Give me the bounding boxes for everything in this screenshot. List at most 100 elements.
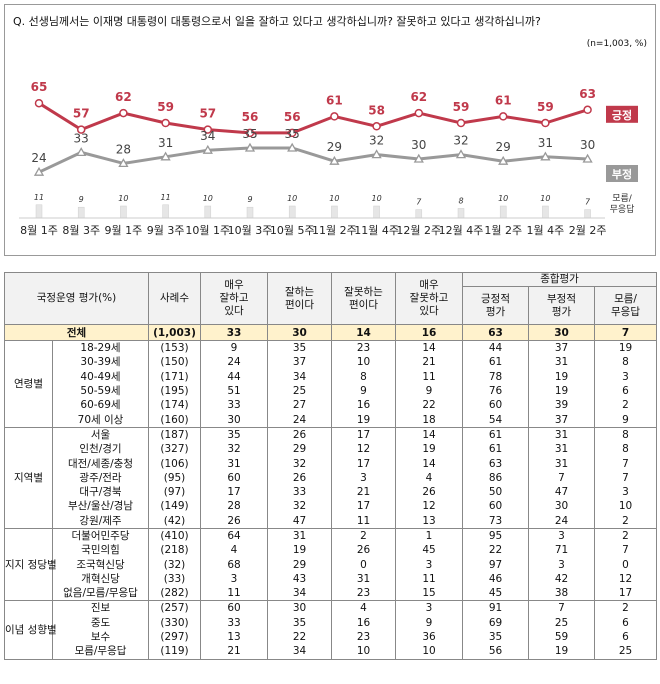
header-very-bad: 매우 잘못하고 있다 [395,272,463,325]
row-value: 2 [593,600,658,616]
row-n: (195) [148,383,201,399]
row-value: 19 [528,644,595,660]
negative-value-label: 32 [453,134,468,148]
table-row: 60-69세 (174) 33 27 16 22 60 39 2 [5,398,658,413]
row-n: (282) [148,586,201,601]
row-value: 21 [200,644,268,660]
dk-bar [457,208,465,219]
row-n: (171) [148,369,201,384]
row-value: 18 [395,412,463,428]
negative-line [38,146,588,174]
row-value: 30 [267,324,332,341]
row-value: 36 [395,629,463,645]
row-value: 17 [200,484,268,500]
positive-point [287,128,297,138]
row-n: (218) [148,543,201,558]
row-value: 11 [200,586,268,601]
table-row: 지역별 서울 (187) 35 26 17 14 61 31 8 [4,426,658,529]
total-row: 전체 (1,003) 33 30 14 16 63 30 7 [4,324,658,341]
row-value: 25 [593,644,658,660]
table-row: 30-39세 (150) 24 37 10 21 61 31 8 [5,355,658,370]
x-tick-label: 11월 2주 [312,224,357,237]
positive-value-label: 62 [410,90,427,104]
row-value: 45 [395,543,463,558]
negative-value-label: 29 [327,140,342,154]
negative-value-label: 32 [369,134,384,148]
row-value: 9 [331,383,396,399]
row-n: (160) [148,412,201,428]
row-value: 16 [395,324,463,341]
negative-value-label: 34 [200,129,215,143]
row-value: 10 [331,644,396,660]
row-value: 14 [395,340,463,356]
row-value: 68 [200,557,268,572]
positive-point [76,125,86,134]
row-value: 11 [395,571,463,587]
row-value: 28 [200,499,268,514]
row-n: (1,003) [148,324,201,341]
positive-point [372,122,381,131]
row-n: (106) [148,456,201,471]
negative-value-label: 35 [285,127,300,141]
row-value: 3 [200,571,268,587]
negative-point [244,142,256,152]
negative-point [329,155,340,165]
row-value: 46 [462,571,529,587]
negative-point [371,149,382,159]
negative-point [76,147,87,157]
row-label: 국민의힘 [52,543,149,558]
negative-legend-swatch [606,165,638,182]
header-label: 국정운영 평가(%) [4,272,149,325]
header-positive: 긍정적 평가 [462,286,529,325]
row-value: 15 [395,586,463,601]
row-value: 12 [331,442,396,457]
table-row: 강원/제주 (42) 26 47 11 13 73 24 2 [5,513,658,529]
row-value: 16 [331,615,396,630]
results-table: 국정운영 평가(%) 사례수 매우 잘하고 있다 잘하는 편이다 잘못하는 편이… [4,272,658,660]
positive-value-label: 58 [368,103,385,117]
row-value: 30 [528,324,595,341]
row-value: 3 [528,527,595,544]
negative-value-label: 28 [116,142,131,156]
table-row: 40-49세 (171) 44 34 8 11 78 19 3 [5,369,658,384]
row-value: 7 [593,470,658,485]
table-row: 대구/경북 (97) 17 33 21 26 50 47 3 [5,484,658,500]
negative-point [160,151,171,161]
row-value: 29 [267,442,332,457]
negative-value-label: 30 [411,138,426,152]
row-value: 12 [593,571,658,587]
row-value: 31 [200,456,268,471]
dk-legend-label: 무응답 [610,203,635,215]
row-n: (33) [148,571,201,587]
dk-bar [162,204,169,219]
row-value: 30 [200,412,268,428]
dk-legend-label: 모름/ [612,193,633,204]
table-row: 연령별 18-29세 (153) 9 35 23 14 44 37 19 [4,340,658,428]
positive-value-label: 61 [326,93,343,107]
positive-line [38,101,589,135]
positive-point [583,105,592,115]
negative-value-label: 24 [31,151,46,165]
row-value: 7 [593,456,658,471]
dk-label: 10 [203,194,213,203]
row-value: 27 [267,398,332,413]
negative-point [287,142,298,152]
table-row: 개혁신당 (33) 3 43 31 11 46 42 12 [5,571,658,587]
header-n: 사례수 [148,272,201,325]
row-value: 33 [200,324,268,341]
row-value: 19 [331,412,396,428]
positive-point [541,118,550,128]
row-label: 없음/모름/무응답 [52,586,149,601]
row-value: 29 [267,557,332,572]
row-value: 19 [593,340,658,356]
row-value: 3 [593,369,658,384]
row-label: 인천/경기 [52,442,149,457]
group-label: 지지 정당별 [4,527,57,602]
row-value: 3 [395,600,463,616]
table-row: 부산/울산/경남 (149) 28 32 17 12 60 30 10 [5,499,658,514]
row-value: 60 [462,398,529,413]
positive-point [203,125,213,134]
row-value: 13 [395,513,463,529]
dk-bar [77,206,85,219]
table-row: 이념 성향별 진보 (257) 60 30 4 3 91 7 2 [4,600,658,660]
